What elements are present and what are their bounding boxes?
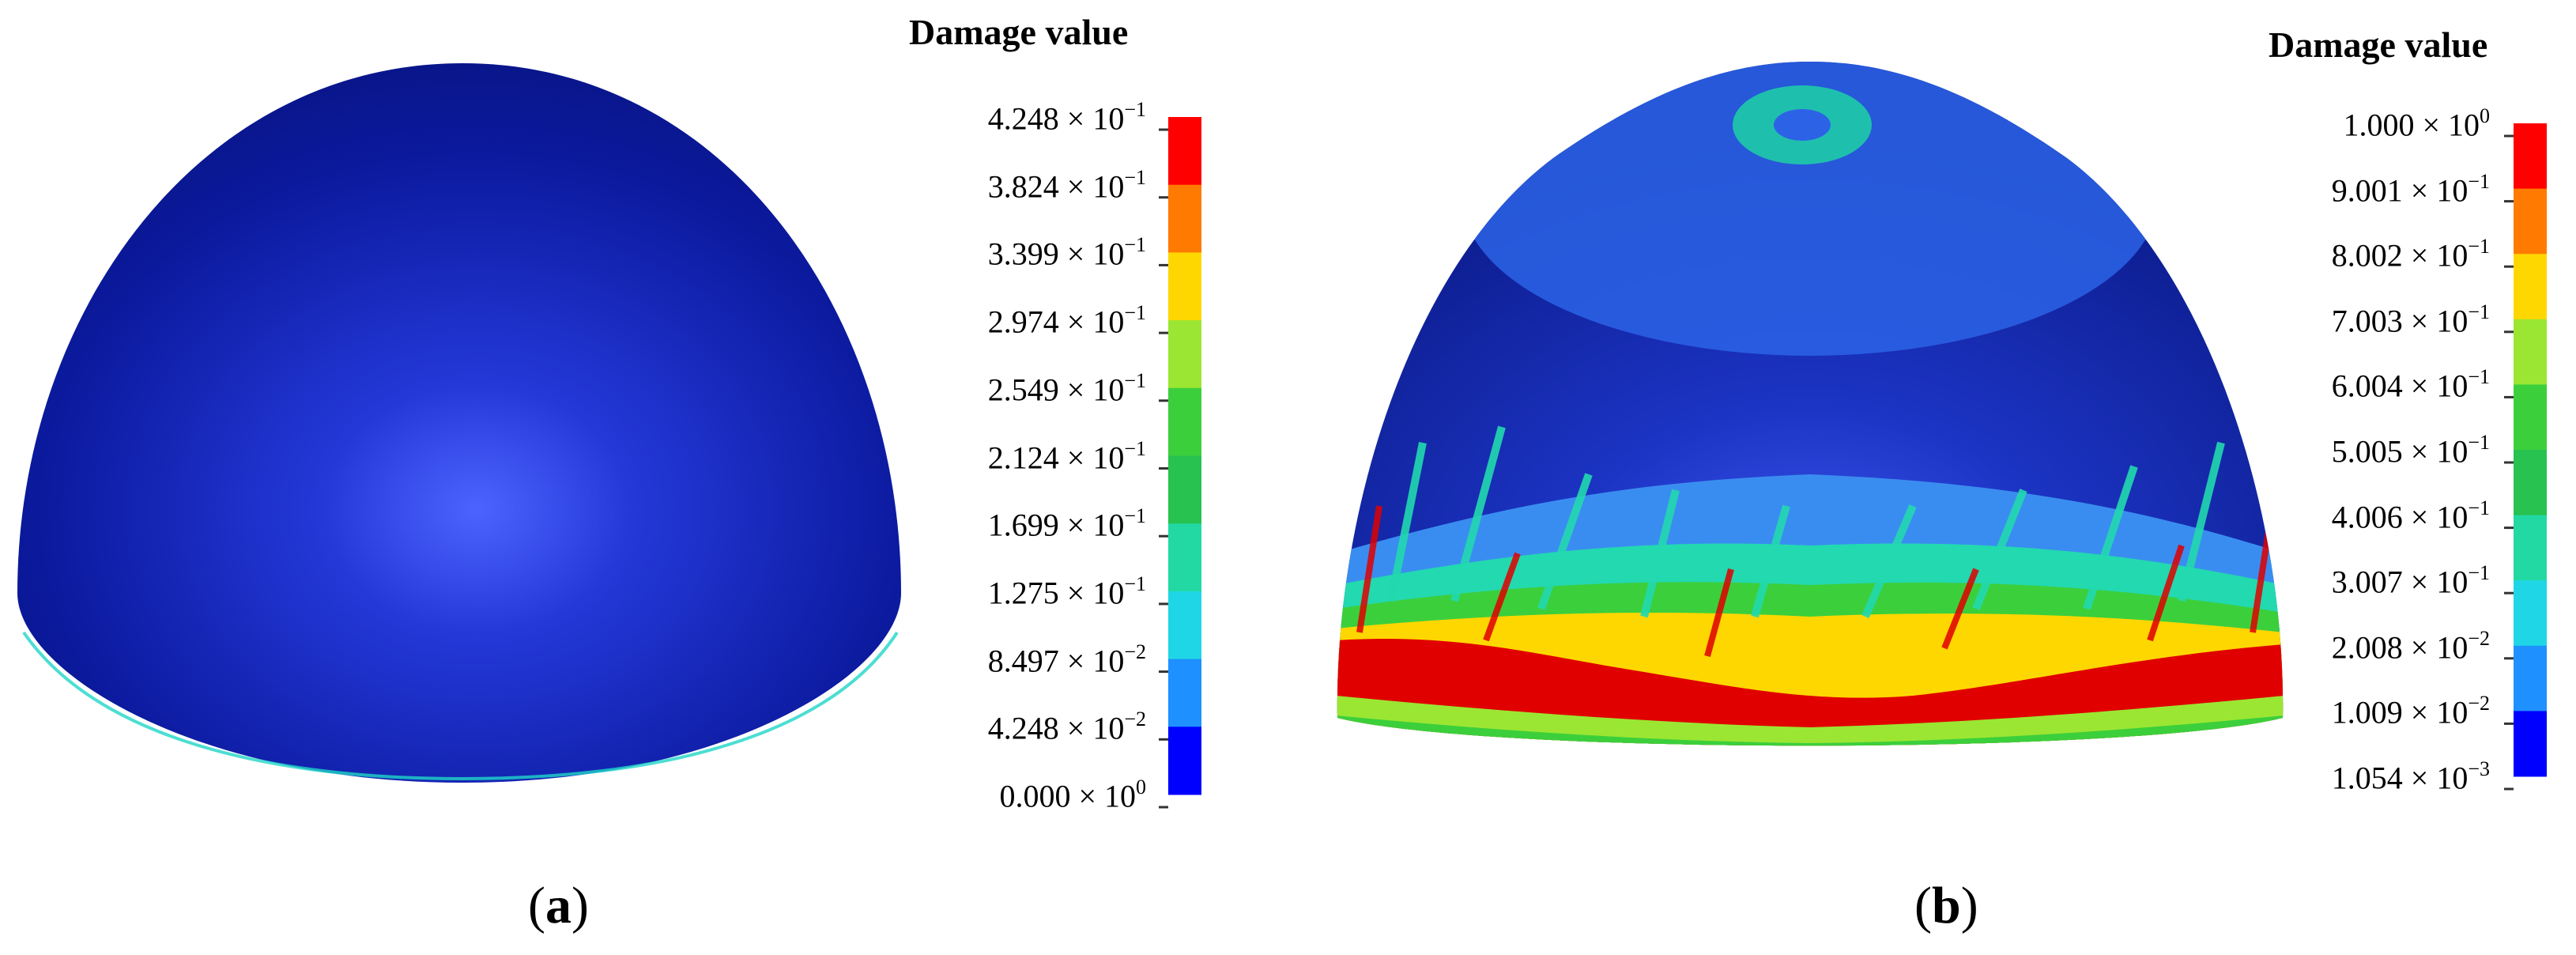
tick-mantissa: 1.009 × 10 bbox=[2331, 694, 2469, 730]
tick-mantissa: 1.699 × 10 bbox=[987, 507, 1125, 543]
tick-mantissa: 8.002 × 10 bbox=[2331, 237, 2469, 274]
panel-a-letter: a bbox=[545, 877, 571, 934]
legend-b-colorbar bbox=[2504, 123, 2547, 791]
tick-mantissa: 5.005 × 10 bbox=[2331, 433, 2469, 470]
colorbar-segment bbox=[2514, 645, 2547, 712]
tick-mantissa: 2.124 × 10 bbox=[987, 439, 1125, 475]
colorbar-segment bbox=[1168, 591, 1201, 660]
legend-tick-label: 1.699 × 10−1 bbox=[987, 506, 1146, 543]
legend-b-title: Damage value bbox=[2269, 25, 2488, 65]
tick-exponent: −1 bbox=[2468, 496, 2490, 519]
tick-mantissa: 1.275 × 10 bbox=[987, 575, 1125, 611]
legend-tick-label: 1.009 × 10−2 bbox=[2331, 692, 2490, 730]
legend-tick-label: 3.399 × 10−1 bbox=[987, 233, 1146, 272]
colorbar-segment bbox=[1168, 659, 1201, 727]
colorbar-segment bbox=[1168, 727, 1201, 795]
tick-exponent: −1 bbox=[1124, 301, 1146, 325]
panel-a-dome bbox=[17, 63, 901, 783]
tick-mantissa: 2.549 × 10 bbox=[987, 372, 1125, 408]
tick-mantissa: 7.003 × 10 bbox=[2331, 303, 2469, 339]
legend-tick-label: 9.001 × 10−1 bbox=[2331, 169, 2490, 208]
tick-exponent: −1 bbox=[2468, 169, 2490, 193]
colorbar-segment bbox=[2514, 711, 2547, 777]
legend-a-title: Damage value bbox=[909, 12, 1129, 52]
panel-b-label: (b) bbox=[1914, 877, 1978, 934]
tick-exponent: −1 bbox=[1124, 98, 1146, 121]
tick-exponent: −1 bbox=[1124, 368, 1146, 392]
legend-tick-label: 1.000 × 100 bbox=[2343, 106, 2490, 143]
legend-tick-label: 0.000 × 100 bbox=[999, 776, 1146, 814]
tick-mantissa: 4.006 × 10 bbox=[2331, 498, 2469, 534]
tick-mantissa: 1.000 × 10 bbox=[2343, 107, 2480, 143]
legend-tick-label: 7.003 × 10−1 bbox=[2331, 301, 2490, 339]
panel-a-label: (a) bbox=[528, 877, 589, 934]
legend-tick-label: 3.007 × 10−1 bbox=[2331, 561, 2490, 600]
legend-tick-label: 8.002 × 10−1 bbox=[2331, 235, 2490, 274]
legend-tick-label: 1.054 × 10−3 bbox=[2331, 759, 2490, 796]
tick-mantissa: 6.004 × 10 bbox=[2331, 368, 2469, 404]
colorbar-segment bbox=[1168, 523, 1201, 592]
tick-mantissa: 2.008 × 10 bbox=[2331, 629, 2469, 666]
tick-mantissa: 4.248 × 10 bbox=[987, 710, 1125, 746]
colorbar-segment bbox=[2514, 319, 2547, 385]
tick-exponent: −2 bbox=[1124, 640, 1146, 663]
colorbar-segment bbox=[2514, 450, 2547, 516]
tick-mantissa: 1.054 × 10 bbox=[2331, 760, 2469, 796]
colorbar-segment bbox=[1168, 387, 1201, 456]
colorbar-segment bbox=[1168, 252, 1201, 321]
colorbar-segment bbox=[1168, 184, 1201, 253]
tick-mantissa: 3.824 × 10 bbox=[987, 168, 1125, 205]
tick-mantissa: 0.000 × 10 bbox=[999, 778, 1136, 814]
legend-tick-label: 4.006 × 10−1 bbox=[2331, 497, 2490, 534]
colorbar-segment bbox=[2514, 515, 2547, 581]
tick-exponent: −1 bbox=[1124, 504, 1146, 528]
tick-exponent: −2 bbox=[1124, 708, 1146, 731]
tick-exponent: −1 bbox=[2468, 365, 2490, 389]
legend-tick-label: 2.974 × 10−1 bbox=[987, 301, 1146, 340]
tick-mantissa: 9.001 × 10 bbox=[2331, 172, 2469, 208]
legend-tick-label: 3.824 × 10−1 bbox=[987, 165, 1146, 205]
tick-exponent: −1 bbox=[2468, 561, 2490, 585]
tick-mantissa: 3.007 × 10 bbox=[2331, 564, 2469, 600]
legend-tick-label: 5.005 × 10−1 bbox=[2331, 431, 2490, 470]
colorbar-segment bbox=[2514, 123, 2547, 190]
legend-tick-label: 2.124 × 10−1 bbox=[987, 436, 1146, 475]
tick-mantissa: 2.974 × 10 bbox=[987, 304, 1125, 340]
tick-exponent: 0 bbox=[2480, 104, 2490, 127]
tick-exponent: −2 bbox=[2468, 626, 2490, 650]
colorbar-segment bbox=[2514, 188, 2547, 255]
tick-exponent: −2 bbox=[2468, 692, 2490, 715]
legend-tick-label: 8.497 × 10−2 bbox=[987, 641, 1146, 678]
tick-mantissa: 8.497 × 10 bbox=[987, 642, 1125, 678]
tick-mantissa: 3.399 × 10 bbox=[987, 236, 1125, 272]
legend-tick-label: 1.275 × 10−1 bbox=[987, 573, 1146, 611]
colorbar-segment bbox=[2514, 580, 2547, 647]
legend-tick-label: 6.004 × 10−1 bbox=[2331, 365, 2490, 404]
colorbar-segment bbox=[2514, 384, 2547, 451]
tick-mantissa: 4.248 × 10 bbox=[987, 100, 1125, 137]
legend-tick-label: 2.549 × 10−1 bbox=[987, 368, 1146, 408]
panel-b-dome bbox=[1337, 62, 2284, 746]
tick-exponent: −1 bbox=[1124, 572, 1146, 595]
panel-b-letter: b bbox=[1931, 877, 1961, 934]
legend-tick-label: 2.008 × 10−2 bbox=[2331, 626, 2490, 666]
tick-exponent: −3 bbox=[2468, 757, 2490, 780]
legend-a-colorbar bbox=[1159, 117, 1201, 809]
colorbar-segment bbox=[2514, 254, 2547, 320]
tick-exponent: 0 bbox=[1136, 776, 1146, 798]
tick-exponent: −1 bbox=[2468, 431, 2490, 454]
legend-tick-label: 4.248 × 10−1 bbox=[987, 98, 1146, 137]
tick-exponent: −1 bbox=[1124, 233, 1146, 257]
tick-exponent: −1 bbox=[1124, 165, 1146, 189]
colorbar-segment bbox=[1168, 455, 1201, 524]
tick-exponent: −1 bbox=[1124, 436, 1146, 460]
tick-exponent: −1 bbox=[2468, 300, 2490, 323]
legend-tick-label: 4.248 × 10−2 bbox=[987, 708, 1146, 746]
colorbar-segment bbox=[1168, 320, 1201, 389]
tick-exponent: −1 bbox=[2468, 235, 2490, 259]
colorbar-segment bbox=[1168, 117, 1201, 186]
